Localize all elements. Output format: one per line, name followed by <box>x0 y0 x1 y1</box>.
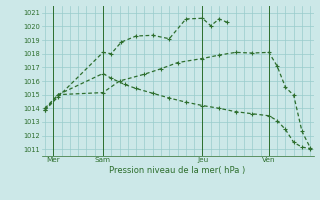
X-axis label: Pression niveau de la mer( hPa ): Pression niveau de la mer( hPa ) <box>109 166 246 175</box>
